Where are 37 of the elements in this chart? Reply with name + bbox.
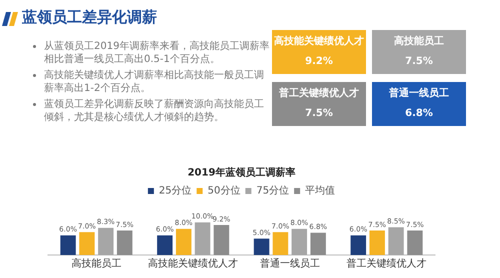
text: 7.5% [405, 56, 433, 67]
legend-label: 平均值 [305, 184, 336, 197]
x-tick-label: 高技能关键绩优人才 [148, 258, 238, 270]
legend-label: 75分位 [256, 184, 290, 197]
bar [194, 222, 210, 255]
category-label: 高技能关键绩优人才 [274, 36, 364, 47]
x-tick-label: 普工关键绩优人才 [346, 258, 427, 270]
bar [254, 238, 270, 255]
text: 蓝领员工差异化调薪反映了薪酬资源向高技能员工倾斜，尤其是核心绩优人才倾斜的趋势。 [44, 98, 265, 124]
category-label: 普通一线员工 [389, 88, 449, 99]
bar [176, 228, 192, 255]
x-tick-label: 高技能员工 [71, 258, 122, 270]
text: 蓝领员工差异化调薪 [22, 8, 157, 27]
chart-title: 2019年蓝领员工调薪率 [188, 166, 296, 179]
bar [292, 228, 308, 255]
x-tick-label: 普通一线员工 [260, 258, 320, 270]
bar [116, 230, 132, 255]
text: 高技能关键绩优人才调薪率相比高技能一般员工调薪率高出1-2个百分点。 [44, 69, 265, 95]
legend-label: 50分位 [208, 184, 240, 197]
bar [214, 224, 230, 255]
text: 7.5% [305, 108, 333, 119]
legend-label: 25分位 [158, 184, 192, 197]
bar [79, 232, 95, 255]
bar [60, 235, 76, 255]
bar [310, 232, 326, 255]
text: 9.2% [305, 56, 333, 67]
bar [350, 235, 366, 255]
bar [369, 230, 385, 255]
category-label: 普工关键绩优人才 [279, 88, 359, 99]
text: 6.8% [405, 108, 433, 119]
text: 从蓝领员工2019年调薪率来看，高技能员工调薪率相比普通一线员工高出0.5-1个百分点。 [44, 40, 270, 66]
bar [272, 232, 288, 255]
bar [157, 235, 173, 255]
bar [98, 228, 114, 255]
bar [388, 227, 404, 255]
category-label: 高技能员工 [394, 36, 444, 47]
bar [407, 230, 423, 255]
